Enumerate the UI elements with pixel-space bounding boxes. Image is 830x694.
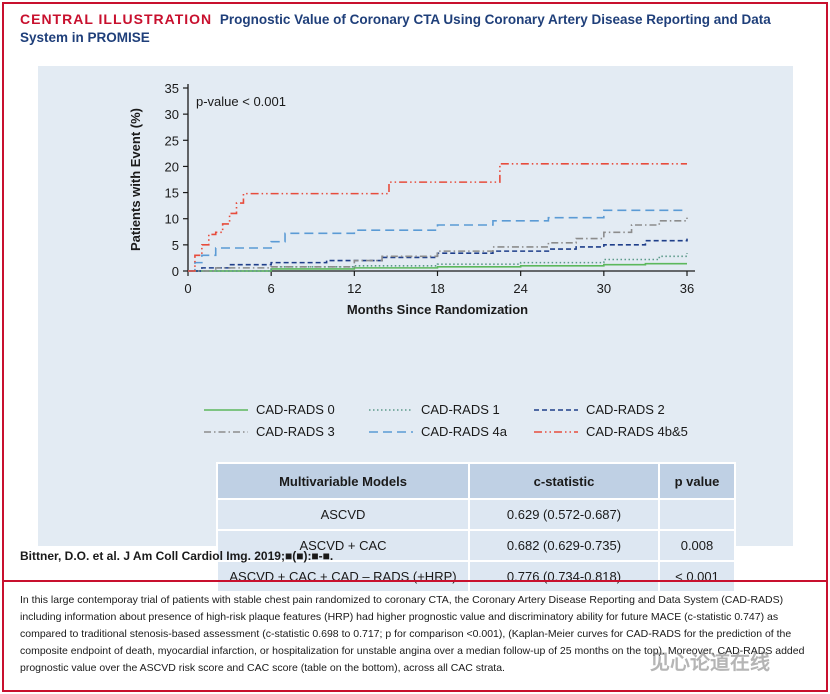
table-row: ASCVD 0.629 (0.572-0.687)	[216, 498, 736, 531]
table-cell-cstatistic: 0.629 (0.572-0.687)	[468, 498, 660, 531]
y-tick-label: 30	[165, 107, 179, 122]
illustration-title: Prognostic Value of Coronary CTA Using C…	[20, 12, 771, 45]
citation: Bittner, D.O. et al. J Am Coll Cardiol I…	[20, 549, 334, 563]
x-tick-label: 0	[184, 281, 191, 296]
legend-swatch	[204, 431, 248, 433]
y-tick-label: 15	[165, 186, 179, 201]
x-tick-label: 30	[597, 281, 611, 296]
kaplan-meier-chart: 0 5 10 15 20 25 30 35 0 6 12 18 24 30 36 Months Since R…	[128, 81, 695, 317]
legend-swatch	[534, 431, 578, 433]
legend-label: CAD-RADS 3	[256, 424, 335, 439]
table-cell-model: ASCVD + CAC	[216, 529, 470, 562]
table-header-cstatistic: c-statistic	[468, 462, 660, 500]
table-cell-pvalue	[658, 498, 736, 531]
y-tick-label: 0	[172, 264, 179, 279]
y-tick-label: 5	[172, 238, 179, 253]
watermark: 见心论道在线	[650, 652, 770, 674]
x-tick-label: 36	[680, 281, 694, 296]
y-tick-label: 25	[165, 133, 179, 148]
table-row: ASCVD + CAC 0.682 (0.629-0.735) 0.008	[216, 529, 736, 562]
table-row: ASCVD + CAC + CAD – RADS (+HRP) 0.776 (0…	[216, 560, 736, 593]
x-tick-label: 6	[268, 281, 275, 296]
x-axis-label: Months Since Randomization	[347, 302, 528, 317]
table-cell-cstatistic: 0.682 (0.629-0.735)	[468, 529, 660, 562]
multivariable-models-table: Multivariable Models c-statistic p value…	[216, 462, 736, 593]
section-divider	[4, 580, 826, 582]
series-line-cad-rads-0	[188, 262, 687, 272]
y-tick-label: 20	[165, 159, 179, 174]
p-value-annotation: p-value < 0.001	[196, 94, 286, 109]
y-tick-label: 10	[165, 212, 179, 227]
y-axis-label: Patients with Event (%)	[128, 108, 143, 251]
illustration-header: CENTRAL ILLUSTRATION Prognostic Value of…	[20, 10, 810, 47]
table-header-row: Multivariable Models c-statistic p value	[216, 462, 736, 500]
legend-label: CAD-RADS 2	[586, 402, 665, 417]
y-tick-label: 35	[165, 81, 179, 96]
illustration-tag: CENTRAL ILLUSTRATION	[20, 11, 213, 27]
legend-swatch	[204, 409, 248, 411]
table-cell-pvalue: < 0.001	[658, 560, 736, 593]
series-line-cad-rads-3	[188, 217, 688, 272]
series-line-cad-rads-4a	[188, 209, 687, 272]
legend-swatch	[369, 409, 413, 411]
legend-label: CAD-RADS 0	[256, 402, 335, 417]
chart-panel: 0 5 10 15 20 25 30 35 0 6 12 18 24 30 36 Months Since R…	[38, 66, 793, 593]
table-cell-model: ASCVD	[216, 498, 470, 531]
figure-description: In this large contemporay trial of patie…	[20, 594, 805, 674]
table-cell-model: ASCVD + CAC + CAD – RADS (+HRP)	[216, 560, 470, 593]
legend-swatch	[369, 431, 413, 433]
table-header-models: Multivariable Models	[216, 462, 470, 500]
table-cell-cstatistic: 0.776 (0.734-0.818)	[468, 560, 660, 593]
legend-label: CAD-RADS 4a	[421, 424, 507, 439]
x-tick-label: 12	[347, 281, 361, 296]
legend-label: CAD-RADS 4b&5	[586, 424, 688, 439]
series-line-cad-rads-4b-5	[188, 163, 687, 272]
legend-label: CAD-RADS 1	[421, 402, 500, 417]
table-header-pvalue: p value	[658, 462, 736, 500]
x-tick-label: 24	[513, 281, 527, 296]
series-line-cad-rads-1	[188, 253, 688, 272]
table-cell-pvalue: 0.008	[658, 529, 736, 562]
legend-swatch	[534, 409, 578, 411]
x-tick-label: 18	[430, 281, 444, 296]
